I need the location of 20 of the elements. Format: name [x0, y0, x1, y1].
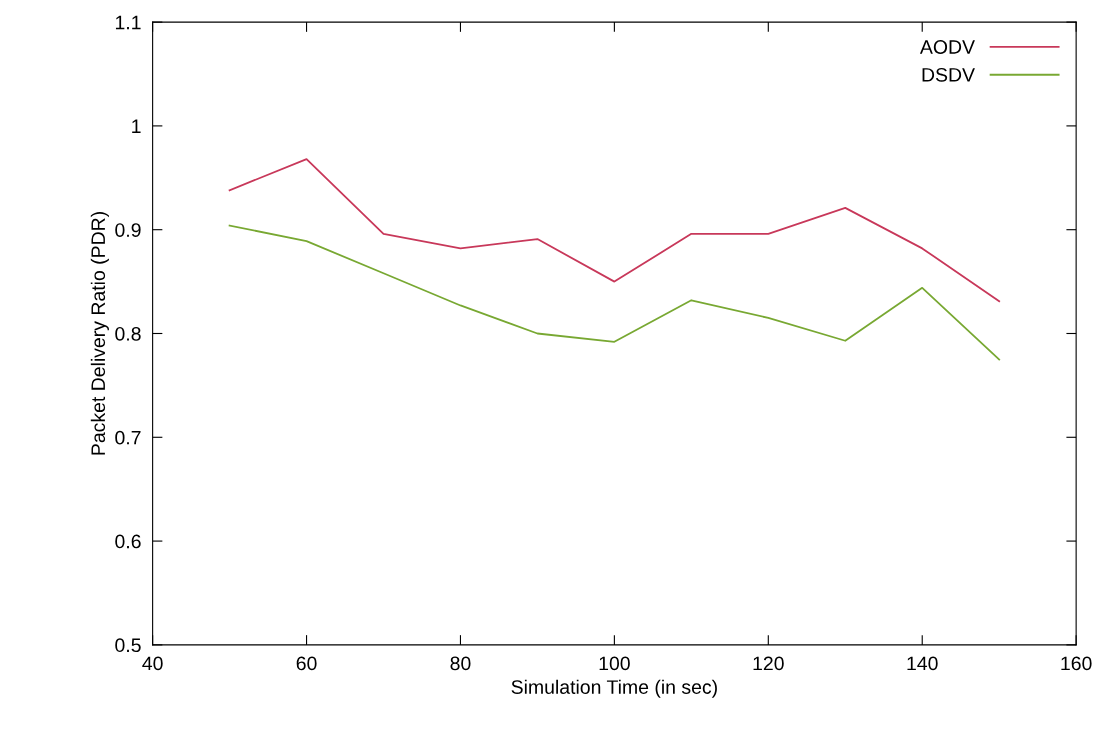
x-axis-title: Simulation Time (in sec)	[511, 679, 717, 698]
x-tick-label: 60	[296, 656, 317, 671]
y-tick-label: 0.9	[115, 223, 141, 237]
legend-label: AODV	[919, 40, 975, 54]
x-tick-label: 40	[142, 656, 163, 671]
y-tick-label: 0.6	[115, 534, 141, 549]
line-series	[228, 158, 1001, 303]
x-tick-label: 80	[450, 656, 471, 671]
x-tick-label: 140	[907, 656, 938, 671]
y-tick-label: 1.1	[115, 15, 141, 30]
y-tick-label: 1	[132, 119, 141, 133]
line-series	[228, 224, 1001, 361]
y-tick-label: 0.5	[115, 638, 141, 653]
legend-label: DSDV	[922, 67, 975, 82]
x-tick-label: 100	[599, 656, 630, 671]
y-tick-label: 0.7	[115, 430, 141, 445]
y-tick-label: 0.8	[115, 326, 141, 341]
x-tick-label: 120	[753, 656, 784, 671]
x-tick-label: 160	[1061, 656, 1092, 671]
y-axis-title: Packet Delivery Ratio (PDR)	[90, 212, 109, 455]
